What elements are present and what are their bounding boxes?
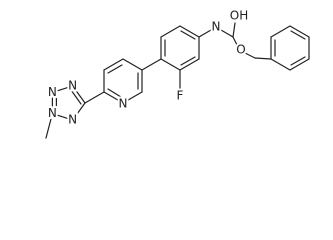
bond: [180, 56, 196, 66]
bond: [232, 36, 238, 46]
bond: [289, 58, 310, 71]
bond: [289, 25, 310, 38]
bond: [270, 58, 291, 71]
bond: [103, 58, 124, 71]
bond: [103, 91, 124, 104]
bond: [290, 30, 306, 40]
bond: [160, 25, 181, 38]
bond: [198, 29, 212, 38]
bonds: [45, 22, 310, 139]
bond: [160, 58, 181, 71]
bond: [70, 89, 82, 105]
bond: [179, 25, 200, 38]
atom-label: N: [48, 106, 57, 120]
atom-label: N: [68, 113, 77, 127]
bond: [220, 29, 234, 38]
bond: [122, 91, 143, 104]
bond: [84, 91, 105, 104]
atom-label: N: [48, 85, 57, 99]
atom-label: OH: [230, 9, 248, 23]
bond: [141, 58, 162, 71]
atom-label: N: [68, 78, 77, 92]
atom-label: O: [236, 43, 245, 57]
bond: [45, 112, 54, 139]
bond: [51, 112, 74, 121]
atom-label: F: [177, 89, 184, 103]
bond: [51, 85, 74, 94]
bond: [270, 25, 291, 38]
bond: [71, 85, 86, 104]
bond: [290, 56, 306, 66]
bond: [180, 30, 196, 40]
atom-label: N: [119, 97, 128, 111]
bond: [179, 58, 200, 71]
bond: [71, 102, 86, 121]
bond: [254, 57, 272, 60]
atom-labels: N OH O F N N N N N: [46, 7, 250, 129]
bond: [107, 88, 122, 98]
bond: [244, 52, 256, 59]
bond: [122, 58, 143, 71]
bond: [107, 64, 123, 74]
atom-label: N: [212, 20, 221, 34]
bond: [232, 22, 236, 38]
structure-diagram: N OH O F N N N N N: [45, 7, 310, 139]
